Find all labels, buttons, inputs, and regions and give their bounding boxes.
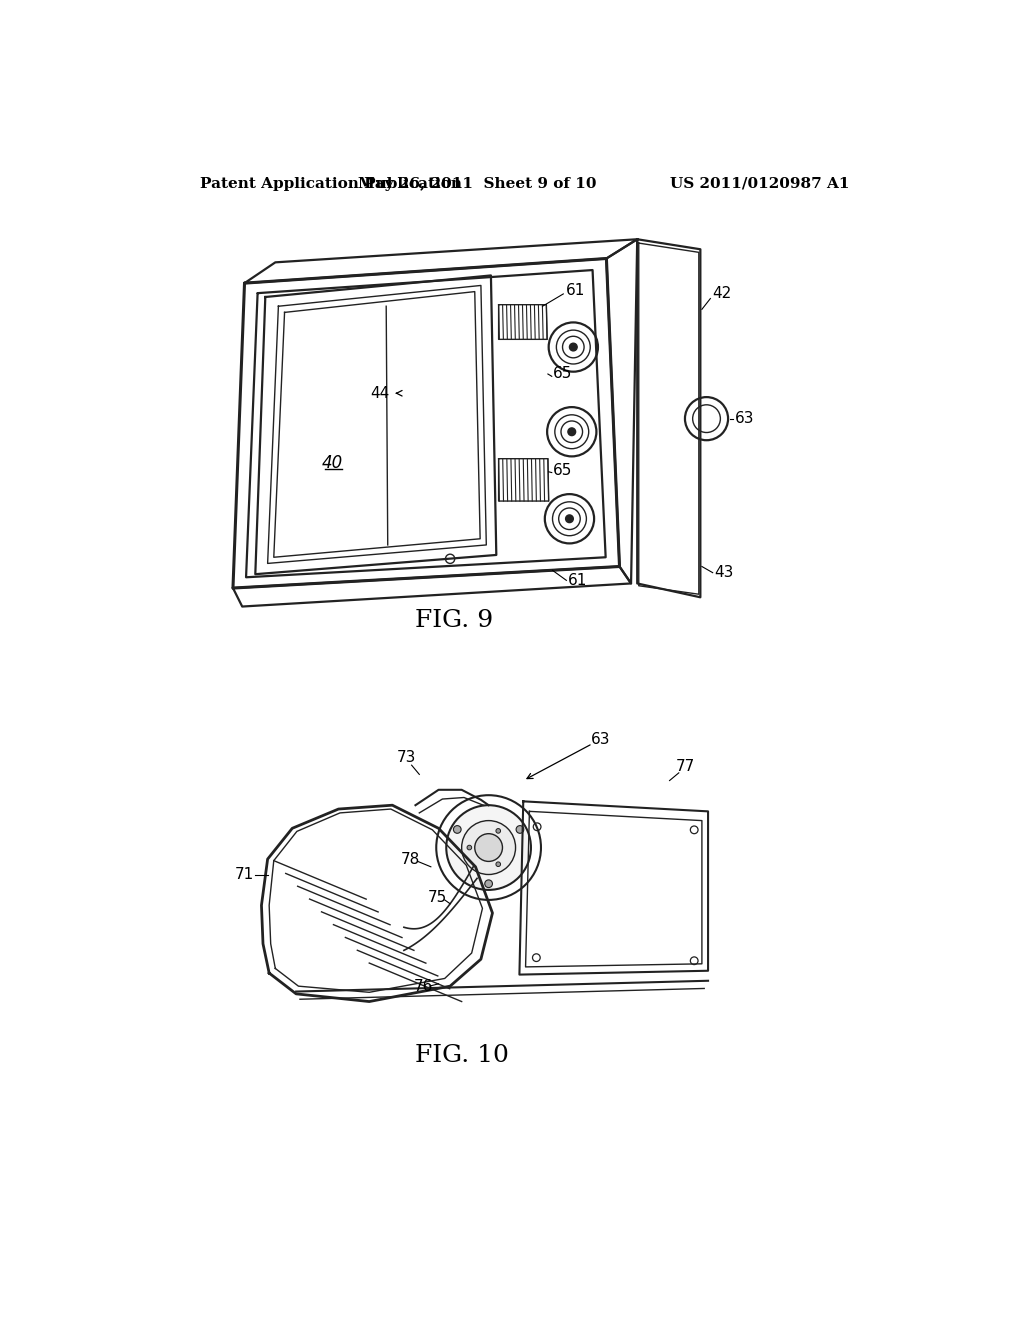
Text: US 2011/0120987 A1: US 2011/0120987 A1 — [671, 177, 850, 191]
Text: 63: 63 — [591, 733, 610, 747]
Text: 77: 77 — [676, 759, 694, 775]
Circle shape — [568, 428, 575, 436]
Text: 40: 40 — [322, 454, 343, 471]
Circle shape — [475, 834, 503, 862]
Text: 71: 71 — [234, 867, 254, 882]
Circle shape — [467, 845, 472, 850]
Circle shape — [484, 880, 493, 887]
Text: 63: 63 — [735, 411, 755, 426]
Text: 78: 78 — [400, 851, 420, 867]
Text: 76: 76 — [414, 978, 433, 994]
Text: 65: 65 — [553, 367, 571, 381]
Circle shape — [496, 862, 501, 866]
Text: 43: 43 — [714, 565, 733, 581]
Text: 61: 61 — [565, 284, 585, 298]
Text: 65: 65 — [553, 463, 571, 478]
Text: May 26, 2011  Sheet 9 of 10: May 26, 2011 Sheet 9 of 10 — [357, 177, 596, 191]
Circle shape — [454, 825, 461, 833]
Circle shape — [496, 829, 501, 833]
Text: 73: 73 — [396, 750, 416, 766]
Circle shape — [569, 343, 578, 351]
Circle shape — [462, 821, 515, 875]
Text: FIG. 10: FIG. 10 — [415, 1044, 509, 1067]
Circle shape — [516, 825, 524, 833]
Circle shape — [446, 805, 531, 890]
Text: 42: 42 — [712, 285, 731, 301]
Text: Patent Application Publication: Patent Application Publication — [200, 177, 462, 191]
Text: 61: 61 — [568, 573, 588, 587]
Circle shape — [565, 515, 573, 523]
Text: 44: 44 — [370, 385, 389, 401]
Text: 75: 75 — [427, 890, 446, 906]
Text: FIG. 9: FIG. 9 — [415, 609, 493, 632]
